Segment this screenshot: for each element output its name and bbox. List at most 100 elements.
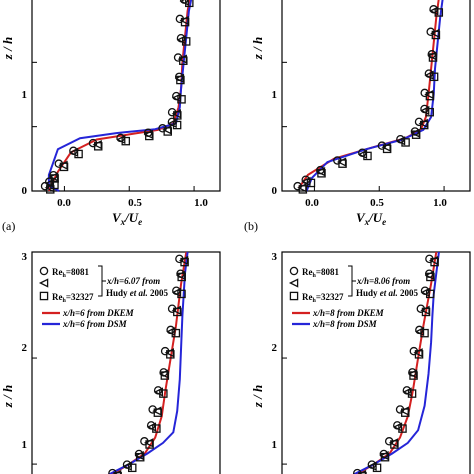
data-point <box>429 6 439 16</box>
panel-a-ytick-0: 0 <box>22 185 28 197</box>
data-point <box>113 472 122 474</box>
data-point <box>398 424 407 433</box>
data-point <box>425 107 434 117</box>
data-point <box>176 75 185 85</box>
data-point <box>116 134 126 145</box>
data-point <box>428 53 438 62</box>
series-line <box>47 0 193 192</box>
legend-marker <box>289 291 299 301</box>
data-point <box>171 328 181 338</box>
legend-bracket-text: x/h=8.06 from <box>356 276 410 286</box>
panel-a-ytick-1: 1 <box>22 89 28 101</box>
data-point <box>93 142 103 151</box>
panel-d-ytick-2: 2 <box>272 342 278 354</box>
legend-line2-text: x/h=6 from DSM <box>62 319 128 329</box>
panel-a-frame <box>31 0 221 192</box>
panel-d-ytick-3: 3 <box>272 251 278 263</box>
data-point <box>122 461 132 471</box>
legend-marker <box>288 278 299 288</box>
panel-c-ylabel: z / h <box>0 385 15 408</box>
data-point <box>407 389 417 398</box>
data-point <box>171 287 182 297</box>
panel-c-ytick-1: 1 <box>22 439 28 451</box>
data-point <box>392 422 403 432</box>
data-point <box>145 131 154 141</box>
panel-a-plot <box>32 0 195 194</box>
data-point <box>50 180 59 190</box>
panel-b-xtick-1: 0.5 <box>370 197 384 209</box>
panel-d-ytick-1: 1 <box>272 439 278 451</box>
data-point <box>402 387 412 397</box>
data-point <box>59 162 69 172</box>
data-point <box>153 387 164 397</box>
panel-d: z / h 1 2 3 Reh=8081 Reh=32327 x/h=8.06 … <box>250 251 471 474</box>
data-point <box>179 56 188 65</box>
data-point <box>401 138 410 147</box>
legend-re-8081: Reh=8081 <box>52 267 89 279</box>
data-point <box>146 422 157 432</box>
panel-b-label: (b) <box>244 219 258 233</box>
panel-a-xlabel: Vx/Ue <box>112 210 142 227</box>
data-point <box>421 307 431 317</box>
data-point <box>177 95 186 104</box>
data-point <box>414 350 424 359</box>
panel-b-frame <box>281 0 471 192</box>
data-point <box>176 35 186 45</box>
panel-b-xtick-2: 1.0 <box>433 197 447 209</box>
data-point <box>160 371 170 380</box>
legend-re-8081: Reh=8081 <box>302 267 339 279</box>
data-point <box>425 289 435 299</box>
data-point <box>181 37 191 46</box>
legend-bracket-text: x/h=6.07 from <box>106 276 160 286</box>
data-point <box>159 389 168 398</box>
legend-bracket <box>98 265 106 297</box>
data-point <box>434 8 444 17</box>
panel-d-ylabel: z / h <box>250 385 265 408</box>
data-point <box>380 452 390 462</box>
data-point <box>367 461 377 471</box>
panel-a-xtick-0: 0.0 <box>57 197 71 209</box>
data-point <box>127 463 137 473</box>
data-point <box>426 272 435 282</box>
panel-c-legend: Reh=8081 Reh=32327 x/h=6.07 from Hudy et… <box>42 265 169 329</box>
data-point <box>338 159 347 168</box>
data-point <box>420 287 430 297</box>
data-point <box>430 257 439 267</box>
data-point <box>301 176 311 187</box>
panel-c-plot <box>32 251 189 474</box>
data-point <box>163 127 172 136</box>
data-point <box>431 30 441 40</box>
data-point <box>424 70 434 80</box>
data-point <box>180 17 190 27</box>
legend-re-32327: Reh=32327 <box>302 292 344 304</box>
data-point <box>382 144 392 154</box>
panel-b: z / h 0 1 0.0 0.5 1.0 (b) Vx/Ue <box>244 0 471 233</box>
panel-a: z / h 0 1 0.0 0.5 1.0 (a) Vx/Ue <box>0 0 221 233</box>
panel-b-ytick-1: 1 <box>272 89 278 101</box>
data-point <box>414 326 425 337</box>
legend-marker <box>39 266 49 276</box>
data-point <box>68 147 79 158</box>
data-point <box>357 149 368 159</box>
legend-marker <box>289 266 299 276</box>
legend-line1-text: x/h=6 from DKEM <box>62 308 135 318</box>
data-point <box>363 151 372 161</box>
panel-c-frame <box>31 251 221 474</box>
panel-d-plot <box>282 251 440 474</box>
legend-ref: Hudy et al. 2005 <box>356 288 419 298</box>
data-point <box>317 169 326 178</box>
data-point <box>177 272 186 282</box>
panel-d-legend: Reh=8081 Reh=32327 x/h=8.06 from Hudy et… <box>292 265 419 329</box>
data-point <box>401 408 410 417</box>
data-point <box>173 111 182 120</box>
data-point <box>172 120 182 130</box>
data-point <box>298 185 308 194</box>
panel-a-xtick-1: 0.5 <box>128 197 142 209</box>
panel-b-ytick-0: 0 <box>272 185 278 197</box>
legend-bracket <box>348 265 356 297</box>
data-point <box>409 371 418 380</box>
panel-c: z / h 1 2 3 Reh=8081 Reh=32327 x/h=6.07 … <box>0 251 221 474</box>
panel-b-xlabel: Vx/Ue <box>356 210 386 227</box>
panel-b-xtick-0: 0.0 <box>305 197 319 209</box>
